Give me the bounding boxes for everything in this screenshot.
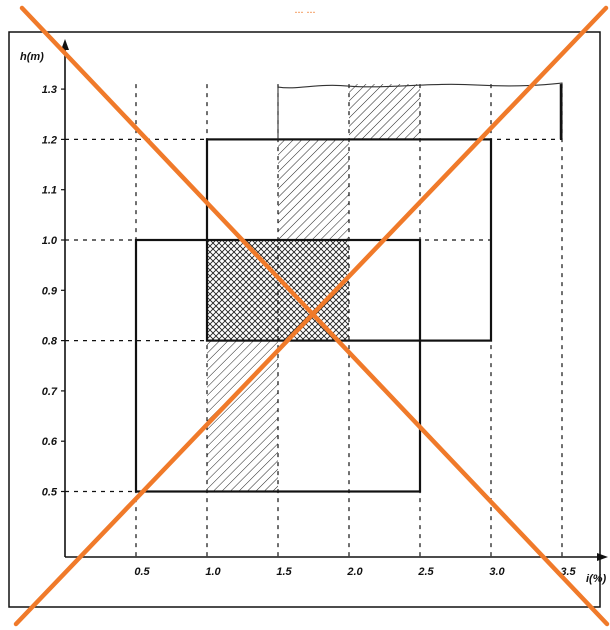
tick-labels: 0.5 0.6 0.7 0.8 0.9 1.0 1.1 1.2 1.3 0.5 1.0 1.5 2.0 2… — [20, 51, 607, 585]
overlay-line-1 — [19, 5, 610, 627]
x-tick-label-2: 1.5 — [276, 566, 292, 578]
hatched-region-3 — [349, 84, 420, 140]
hatched-regions — [207, 84, 420, 492]
y-axis-label: h(m) — [20, 51, 44, 63]
y-tick-label-4: 0.9 — [42, 285, 58, 297]
axes — [61, 39, 608, 561]
cross-out-overlay — [13, 5, 610, 627]
x-tick-label-5: 3.0 — [489, 566, 505, 578]
y-tick-label-2: 0.7 — [42, 386, 58, 398]
y-tick-label-8: 1.3 — [42, 84, 57, 96]
top-caption: ... ... — [294, 2, 316, 16]
rectangle-0 — [134, 238, 422, 493]
y-tick-label-7: 1.2 — [42, 134, 57, 146]
x-tick-label-6: 3.5 — [560, 566, 576, 578]
y-tick-label-3: 0.8 — [42, 336, 58, 348]
y-tick-label-1: 0.6 — [42, 436, 58, 448]
y-tick-label-0: 0.5 — [42, 487, 58, 499]
y-tick-label-6: 1.1 — [42, 185, 57, 197]
y-tick-label-5: 1.0 — [42, 235, 58, 247]
x-tick-label-4: 2.5 — [417, 566, 434, 578]
plot-frame — [8, 31, 601, 608]
x-axis-arrow — [597, 553, 608, 561]
overlay-line-2 — [13, 5, 609, 627]
x-axis-label: i(%) — [586, 573, 607, 585]
x-tick-label-3: 2.0 — [346, 566, 363, 578]
x-tick-label-1: 1.0 — [205, 566, 221, 578]
rectangle-1 — [205, 138, 493, 342]
hatched-region-2 — [278, 139, 349, 240]
y-axis-arrow — [61, 39, 69, 50]
x-tick-label-0: 0.5 — [134, 566, 150, 578]
